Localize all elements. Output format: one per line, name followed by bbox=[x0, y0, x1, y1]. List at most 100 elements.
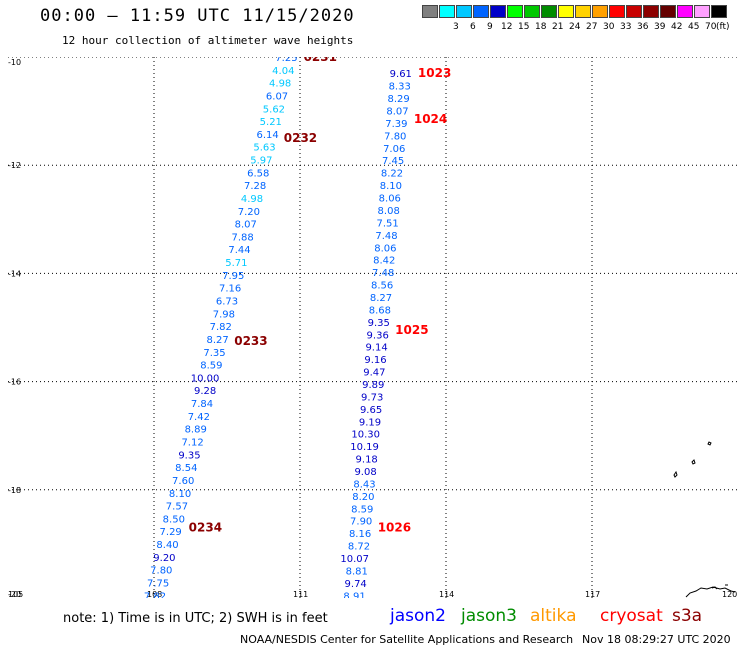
wave-height-value: 9.74 bbox=[345, 579, 367, 590]
legend-swatch bbox=[439, 5, 455, 18]
pass-time-label: 0234 bbox=[189, 521, 222, 535]
lon-tick-label: 114 bbox=[439, 590, 454, 598]
lat-tick-label: -14 bbox=[8, 269, 21, 278]
lat-tick-label: -16 bbox=[8, 378, 21, 387]
pass-time-label: 0231 bbox=[304, 57, 337, 64]
wave-height-value: 7.84 bbox=[191, 399, 213, 410]
wave-height-value: 7.80 bbox=[384, 131, 406, 142]
wave-height-value: 8.91 bbox=[343, 591, 365, 598]
wave-height-value: 8.06 bbox=[379, 194, 401, 205]
wave-height-value: 9.20 bbox=[153, 553, 175, 564]
lon-tick-label: 120 bbox=[722, 590, 737, 598]
legend-swatch bbox=[677, 5, 693, 18]
wave-height-value: 7.20 bbox=[238, 207, 260, 218]
lat-tick-label: -12 bbox=[8, 161, 21, 170]
generated-timestamp: Nov 18 08:29:27 UTC 2020 bbox=[582, 633, 731, 646]
wave-height-value: 7.98 bbox=[213, 309, 235, 320]
legend-label: 12 bbox=[501, 22, 513, 32]
lat-tick-label: -20 bbox=[8, 590, 21, 598]
wave-height-value: 8.29 bbox=[387, 94, 409, 105]
wave-height-value: 8.72 bbox=[348, 542, 370, 553]
lon-tick-label: 111 bbox=[293, 590, 308, 598]
satellite-label-s3a: s3a bbox=[672, 606, 703, 626]
wave-height-value: 8.27 bbox=[370, 293, 392, 304]
legend-swatch bbox=[660, 5, 676, 18]
wave-height-value: 7.45 bbox=[382, 156, 404, 167]
wave-height-value: 8.59 bbox=[200, 361, 222, 372]
wave-height-value: 7.90 bbox=[350, 517, 372, 528]
wave-height-value: 9.35 bbox=[368, 318, 390, 329]
wave-height-value: 8.07 bbox=[235, 220, 257, 231]
wave-height-value: 8.06 bbox=[374, 243, 396, 254]
wave-height-value: 5.63 bbox=[253, 143, 275, 154]
pass-time-label: 1025 bbox=[395, 323, 428, 337]
wave-height-value: 5.71 bbox=[225, 258, 247, 269]
wave-height-value: 9.19 bbox=[359, 417, 381, 428]
wave-height-value: 8.07 bbox=[386, 107, 408, 118]
wave-height-value: 9.16 bbox=[364, 355, 386, 366]
lon-tick-label: 108 bbox=[147, 590, 162, 598]
legend-swatch bbox=[456, 5, 472, 18]
wave-height-value: 7.28 bbox=[244, 181, 266, 192]
legend-label: 15 bbox=[518, 22, 530, 32]
legend-label: 33 bbox=[620, 22, 632, 32]
wave-height-value: 8.20 bbox=[352, 492, 374, 503]
wave-height-value: 8.43 bbox=[353, 479, 375, 490]
wave-height-value: 4.04 bbox=[272, 66, 294, 77]
wave-height-value: 9.18 bbox=[356, 455, 378, 466]
legend-swatch bbox=[490, 5, 506, 18]
wave-height-value: 7.95 bbox=[222, 271, 244, 282]
wave-height-value: 8.56 bbox=[371, 281, 393, 292]
wave-height-value: 7.42 bbox=[188, 412, 210, 423]
units-note: note: 1) Time is in UTC; 2) SWH is in fe… bbox=[63, 611, 328, 626]
lat-tick-label: -18 bbox=[8, 486, 21, 495]
legend-swatch bbox=[473, 5, 489, 18]
wave-height-value: 7.57 bbox=[166, 502, 188, 513]
legend-swatch bbox=[694, 5, 710, 18]
wave-height-value: 7.35 bbox=[203, 348, 225, 359]
wave-height-value: 7.16 bbox=[219, 284, 241, 295]
wave-height-value: 8.10 bbox=[169, 489, 191, 500]
wave-height-value: 10.19 bbox=[350, 442, 379, 453]
coastline-fragment bbox=[707, 441, 712, 446]
wave-height-value: 7.25 bbox=[275, 57, 297, 64]
wave-height-value: 7.88 bbox=[232, 232, 254, 243]
lat-tick-label: -10 bbox=[8, 58, 21, 67]
wave-height-value: 7.48 bbox=[375, 231, 397, 242]
legend-label: 3 bbox=[453, 22, 459, 32]
legend-label: 30 bbox=[603, 22, 615, 32]
legend-label: 21 bbox=[552, 22, 564, 32]
wave-height-value: 9.35 bbox=[178, 450, 200, 461]
legend-label: 9 bbox=[487, 22, 493, 32]
lon-tick-label: 105 bbox=[8, 590, 23, 598]
wave-height-value: 4.98 bbox=[241, 194, 263, 205]
legend-label: 39 bbox=[654, 22, 666, 32]
legend-swatch bbox=[507, 5, 523, 18]
satellite-label-jason2: jason2 bbox=[390, 606, 446, 626]
legend-swatch bbox=[592, 5, 608, 18]
legend-swatch bbox=[643, 5, 659, 18]
legend-unit: (ft) bbox=[716, 22, 730, 32]
satellite-label-cryosat: cryosat bbox=[600, 606, 663, 626]
wave-height-value: 7.06 bbox=[383, 144, 405, 155]
credit-text: NOAA/NESDIS Center for Satellite Applica… bbox=[240, 633, 574, 646]
wave-height-value: 7.51 bbox=[376, 218, 398, 229]
wave-height-value: 7.82 bbox=[210, 322, 232, 333]
wave-height-value: 6.14 bbox=[257, 130, 279, 141]
legend-label: 70 bbox=[705, 22, 717, 32]
wave-height-value: 10.07 bbox=[340, 554, 369, 565]
wave-height-value: 6.73 bbox=[216, 297, 238, 308]
page-title: 00:00 – 11:59 UTC 11/15/2020 bbox=[40, 6, 355, 26]
wave-height-value: 8.27 bbox=[206, 335, 228, 346]
wave-height-value: 7.48 bbox=[372, 268, 394, 279]
wave-height-value: 10.00 bbox=[191, 373, 220, 384]
wave-height-value: 9.65 bbox=[360, 405, 382, 416]
wave-height-value: 4.98 bbox=[269, 79, 291, 90]
wave-height-value: 8.50 bbox=[163, 514, 185, 525]
coastline-fragment bbox=[711, 586, 718, 590]
wave-height-value: 9.89 bbox=[362, 380, 384, 391]
wave-height-value: 7.75 bbox=[147, 578, 169, 589]
wave-height-value: 8.89 bbox=[185, 425, 207, 436]
wave-height-value: 6.58 bbox=[247, 168, 269, 179]
